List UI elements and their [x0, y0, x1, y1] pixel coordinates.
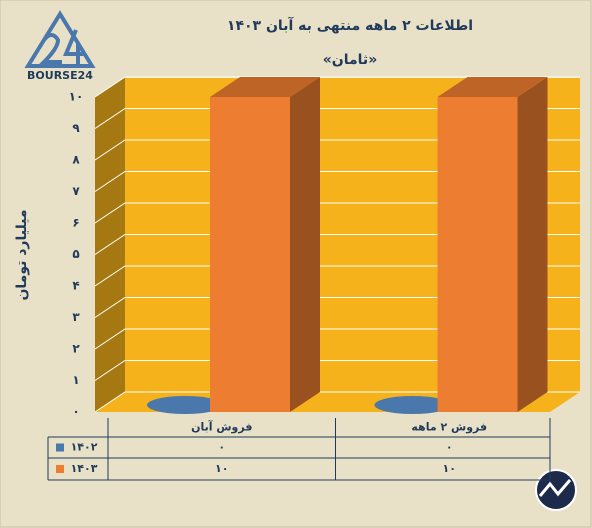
- grid-line: [94, 265, 580, 287]
- logo-text: BOURSE24: [27, 69, 93, 82]
- y-tick-label: ۲: [72, 342, 80, 356]
- bar-top: [437, 77, 548, 97]
- x-tick-label: فروش ۲ ماهه: [411, 421, 487, 434]
- y-tick-label: ۶: [72, 216, 79, 230]
- y-tick-label: ۱: [72, 373, 79, 387]
- grid-line: [94, 108, 580, 129]
- bar-top: [210, 77, 320, 97]
- y-tick-label: ۴: [72, 279, 79, 293]
- grid-line: [94, 360, 580, 381]
- legend-swatch: [56, 465, 64, 473]
- grid-line: [94, 139, 580, 161]
- y-tick-label: ۷: [72, 184, 80, 198]
- bar: [374, 396, 451, 414]
- grid-line: [94, 76, 580, 98]
- value-label: ۱۰: [443, 462, 456, 475]
- value-label: ۰: [446, 441, 453, 454]
- grid-line: [94, 202, 580, 224]
- bar: [437, 97, 518, 412]
- legend-icon: [535, 469, 577, 511]
- legend-label: ۱۴۰۲: [71, 441, 98, 454]
- y-tick-label: ۱۰: [69, 90, 84, 104]
- chart-subtitle: «ثامان»: [323, 52, 377, 68]
- y-tick-label: ۰: [72, 405, 79, 419]
- bar: [147, 396, 223, 414]
- grid-line: [94, 328, 580, 350]
- grid-line: [94, 391, 580, 413]
- bar: [210, 97, 290, 412]
- chart-title: اطلاعات ۲ ماهه منتهی به آبان ۱۴۰۳: [227, 16, 473, 34]
- bar-side: [517, 77, 548, 412]
- grid-line: [94, 234, 580, 255]
- y-tick-label: ۳: [72, 310, 80, 324]
- grid-line: [94, 171, 580, 192]
- y-tick-label: ۵: [72, 247, 79, 261]
- y-tick-label: ۸: [72, 153, 80, 167]
- grid-line: [94, 297, 580, 318]
- x-tick-label: فروش آبان: [191, 420, 252, 434]
- logo: BOURSE24: [24, 10, 96, 82]
- y-axis-label: میلیارد تومان: [14, 209, 30, 300]
- bar-side: [290, 77, 320, 412]
- y-tick-label: ۹: [72, 121, 80, 135]
- value-label: ۰: [218, 441, 225, 454]
- legend-label: ۱۴۰۳: [71, 462, 98, 475]
- value-label: ۱۰: [215, 462, 228, 475]
- legend-swatch: [56, 443, 64, 452]
